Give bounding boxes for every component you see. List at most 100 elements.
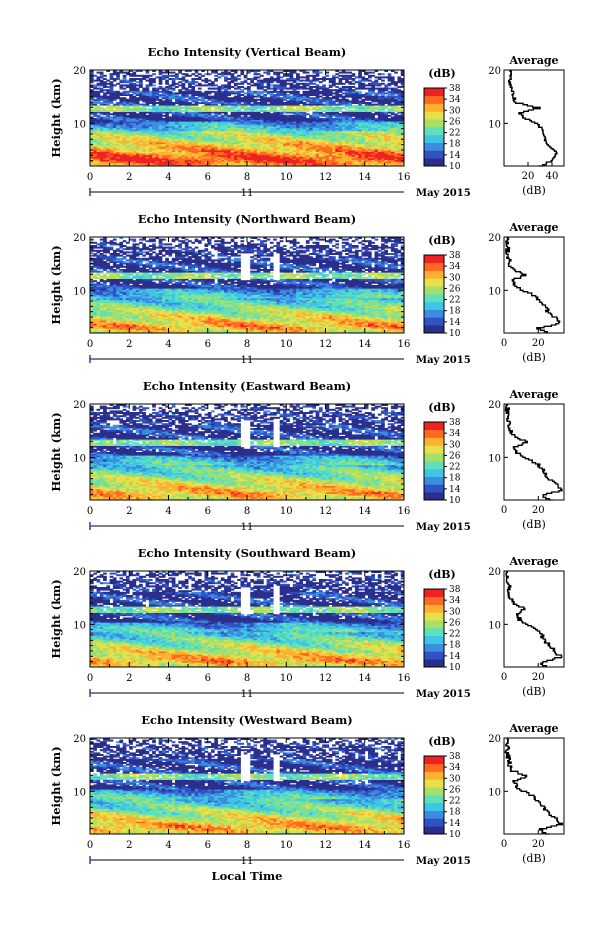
heatmap-cell xyxy=(394,81,398,83)
heatmap-cell xyxy=(332,100,336,102)
heatmap-cell xyxy=(234,91,238,93)
heatmap-cell xyxy=(322,110,326,112)
heatmap-cell xyxy=(309,115,313,117)
heatmap-cell xyxy=(103,116,107,118)
heatmap-cell xyxy=(303,91,307,93)
heatmap-cell xyxy=(188,89,192,91)
heatmap-cell xyxy=(290,115,294,117)
heatmap-cell xyxy=(244,96,248,98)
heatmap-cell xyxy=(100,116,104,118)
heatmap-cell xyxy=(280,76,284,78)
heatmap-cell xyxy=(159,86,163,88)
heatmap-cell xyxy=(326,88,330,90)
heatmap-cell xyxy=(211,115,215,117)
heatmap-cell xyxy=(221,115,225,117)
heatmap-cell xyxy=(388,73,392,75)
heatmap-cell xyxy=(299,105,303,107)
heatmap-cell xyxy=(397,89,401,91)
heatmap-cell xyxy=(139,104,143,106)
heatmap-cell xyxy=(159,91,163,93)
heatmap-cell xyxy=(247,112,251,114)
heatmap-cell xyxy=(394,72,398,74)
heatmap-cell xyxy=(335,104,339,106)
heatmap-cell xyxy=(204,78,208,80)
heatmap-cell xyxy=(339,78,343,80)
heatmap-cell xyxy=(267,97,271,99)
heatmap-cell xyxy=(286,115,290,117)
heatmap-cell xyxy=(103,89,107,91)
heatmap-cell xyxy=(293,78,297,80)
heatmap-cell xyxy=(204,84,208,86)
heatmap-cell xyxy=(381,88,385,90)
heatmap-cell xyxy=(388,83,392,85)
heatmap-cell xyxy=(224,76,228,78)
heatmap-cell xyxy=(93,91,97,93)
heatmap-cell xyxy=(208,88,212,90)
heatmap-cell xyxy=(263,78,267,80)
heatmap-cell xyxy=(375,88,379,90)
heatmap-cell xyxy=(195,78,199,80)
heatmap-cell xyxy=(175,105,179,107)
heatmap-cell xyxy=(319,99,323,101)
heatmap-cell xyxy=(378,96,382,98)
heatmap-cell xyxy=(378,73,382,75)
heatmap-cell xyxy=(257,76,261,78)
heatmap-cell xyxy=(270,88,274,90)
heatmap-cell xyxy=(319,72,323,74)
heatmap-cell xyxy=(397,86,401,88)
heatmap-cell xyxy=(146,80,150,82)
heatmap-cell xyxy=(254,91,258,93)
heatmap-cell xyxy=(240,94,244,96)
heatmap-cell xyxy=(306,113,310,115)
heatmap-cell xyxy=(211,91,215,93)
heatmap-cell xyxy=(211,88,215,90)
heatmap-cell xyxy=(227,81,231,83)
heatmap-cell xyxy=(332,92,336,94)
heatmap-cell xyxy=(345,108,349,110)
heatmap-cell xyxy=(378,76,382,78)
heatmap-cell xyxy=(218,76,222,78)
heatmap-cell xyxy=(169,78,173,80)
heatmap-cell xyxy=(218,105,222,107)
heatmap-cell xyxy=(240,104,244,106)
heatmap-cell xyxy=(119,92,123,94)
heatmap-cell xyxy=(146,112,150,114)
heatmap-cell xyxy=(159,94,163,96)
heatmap-cell xyxy=(339,75,343,77)
heatmap-cell xyxy=(273,78,277,80)
heatmap-cell xyxy=(90,108,94,110)
heatmap-cell xyxy=(375,104,379,106)
heatmap-cell xyxy=(332,107,336,109)
heatmap-cell xyxy=(365,88,369,90)
heatmap-cell xyxy=(286,78,290,80)
heatmap-cell xyxy=(378,88,382,90)
heatmap-cell xyxy=(126,80,130,82)
heatmap-cell xyxy=(388,118,392,120)
heatmap-cell xyxy=(146,84,150,86)
heatmap-cell xyxy=(247,83,251,85)
heatmap-cell xyxy=(309,97,313,99)
heatmap-cell xyxy=(208,102,212,104)
heatmap-cell xyxy=(139,91,143,93)
heatmap-cell xyxy=(224,84,228,86)
heatmap-cell xyxy=(155,102,159,104)
heatmap-cell xyxy=(93,84,97,86)
heatmap-cell xyxy=(100,80,104,82)
heatmap-cell xyxy=(237,108,241,110)
heatmap-cell xyxy=(227,107,231,109)
heatmap-cell xyxy=(169,84,173,86)
heatmap-cell xyxy=(136,78,140,80)
heatmap-cell xyxy=(348,75,352,77)
heatmap-cell xyxy=(129,73,133,75)
heatmap-cell xyxy=(299,83,303,85)
heatmap-cell xyxy=(214,84,218,86)
heatmap-cell xyxy=(316,84,320,86)
heatmap-cell xyxy=(280,80,284,82)
heatmap-cell xyxy=(142,75,146,77)
heatmap-cell xyxy=(100,107,104,109)
heatmap-cell xyxy=(326,72,330,74)
heatmap-cell xyxy=(319,118,323,120)
heatmap-cell xyxy=(342,75,346,77)
heatmap-cell xyxy=(267,104,271,106)
heatmap-cell xyxy=(358,80,362,82)
